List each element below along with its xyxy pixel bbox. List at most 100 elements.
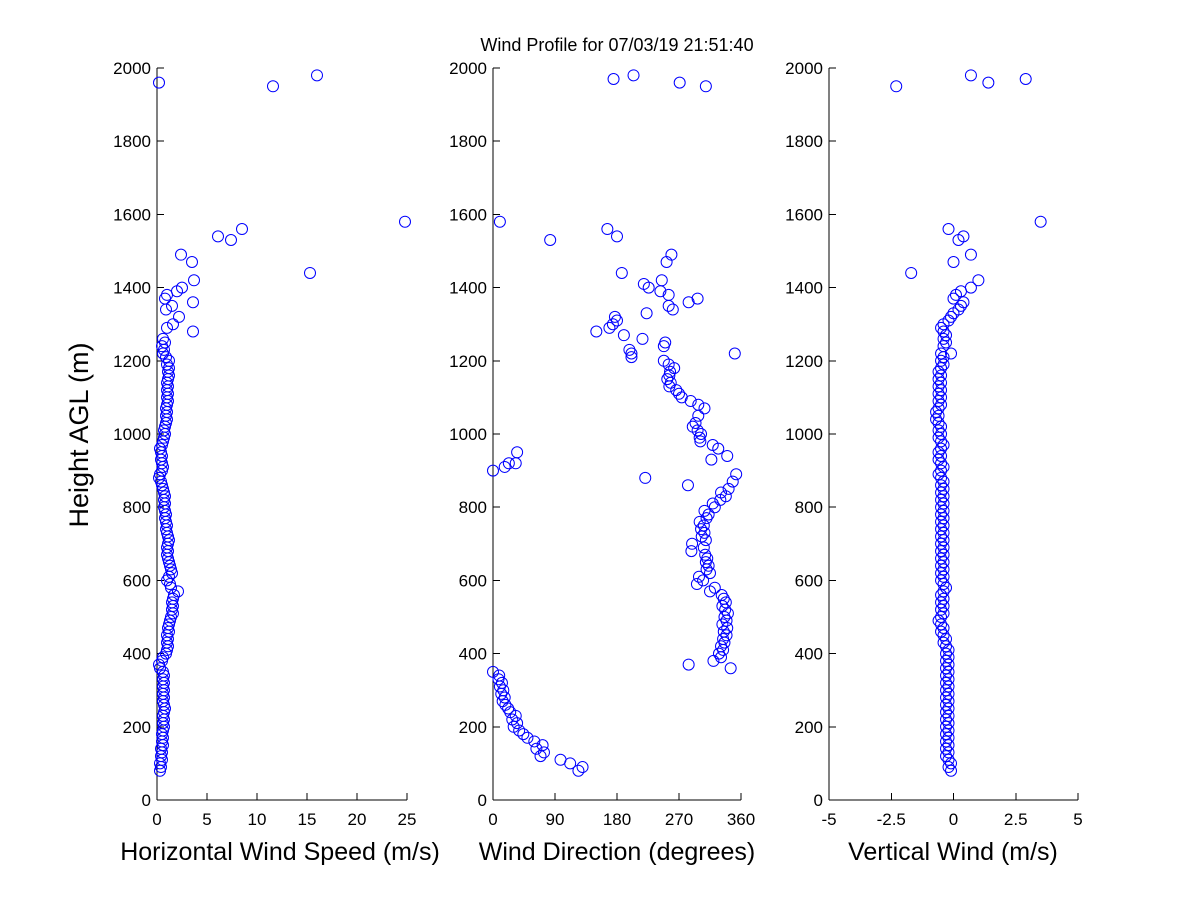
vertical-data-point xyxy=(937,600,950,613)
speed-x-tick-label: 25 xyxy=(398,810,417,829)
vertical-data-point xyxy=(940,750,953,763)
vertical-data-point xyxy=(935,515,948,528)
direction-data-point xyxy=(511,446,524,459)
speed-data-point xyxy=(176,281,188,294)
direction-data-point xyxy=(536,739,549,752)
speed-x-tick-label: 15 xyxy=(298,810,317,829)
direction-data-point xyxy=(637,277,650,290)
direction-data-point xyxy=(640,307,653,320)
vertical-data-point xyxy=(937,332,950,345)
vertical-data-point xyxy=(932,402,945,415)
vertical-data-point xyxy=(972,274,985,287)
vertical-data-point xyxy=(932,453,945,466)
vertical-data-point xyxy=(932,373,945,386)
vertical-data-point xyxy=(935,384,948,397)
vertical-data-point xyxy=(935,398,948,411)
direction-data-point xyxy=(702,508,715,521)
direction-data-point xyxy=(698,504,711,517)
speed-data-point xyxy=(188,274,200,287)
speed-x-tick-label: 5 xyxy=(202,810,211,829)
vertical-data-point xyxy=(940,735,953,748)
vertical-data-point xyxy=(937,497,950,510)
speed-y-tick-label: 1800 xyxy=(113,132,151,151)
direction-data-point xyxy=(698,526,711,539)
vertical-data-point xyxy=(932,395,945,408)
vertical-data-point xyxy=(942,658,955,671)
direction-y-tick-label: 1400 xyxy=(449,279,487,298)
speed-y-tick-label: 0 xyxy=(142,791,151,810)
direction-data-point xyxy=(493,669,506,682)
direction-data-point xyxy=(611,230,623,243)
vertical-data-point xyxy=(940,662,953,675)
direction-data-point xyxy=(721,449,734,462)
vertical-data-point xyxy=(945,764,958,777)
vertical-data-point xyxy=(945,310,958,323)
vertical-data-point xyxy=(937,592,950,605)
direction-data-point xyxy=(608,310,621,323)
direction-data-point xyxy=(498,691,511,704)
vertical-data-point xyxy=(942,746,955,759)
direction-data-point xyxy=(699,534,712,547)
vertical-data-point xyxy=(940,640,953,653)
vertical-data-point xyxy=(942,717,955,730)
direction-data-point xyxy=(730,468,743,481)
speed-data-point xyxy=(160,351,172,364)
direction-data-point xyxy=(537,746,550,759)
vertical-data-point xyxy=(935,428,948,440)
speed-y-tick-label: 1200 xyxy=(113,352,151,371)
direction-data-point xyxy=(682,658,695,671)
speed-data-point xyxy=(153,658,165,671)
speed-data-point xyxy=(168,589,180,602)
vertical-data-point xyxy=(942,687,955,700)
direction-data-point xyxy=(690,578,703,591)
speed-data-point xyxy=(161,321,173,334)
vertical-data-point xyxy=(935,567,948,580)
direction-data-point xyxy=(722,482,735,495)
speed-data-point xyxy=(187,296,199,309)
vertical-data-point xyxy=(942,223,955,236)
vertical-data-point xyxy=(935,574,948,587)
direction-y-tick-label: 1800 xyxy=(449,132,487,151)
speed-data-point xyxy=(175,248,187,261)
vertical-data-point xyxy=(935,596,948,609)
direction-data-point xyxy=(715,486,728,499)
speed-data-point xyxy=(157,651,169,664)
direction-data-point xyxy=(662,288,675,301)
vertical-data-point xyxy=(937,570,950,583)
vertical-data-point xyxy=(937,504,950,517)
wind-direction-x-label: Wind Direction (degrees) xyxy=(479,838,756,866)
speed-x-tick-label: 10 xyxy=(248,810,267,829)
vertical-data-point xyxy=(937,340,950,353)
direction-data-point xyxy=(702,559,715,572)
vertical-data-point xyxy=(935,442,948,455)
direction-data-point xyxy=(708,581,721,594)
direction-data-point xyxy=(603,321,616,334)
direction-data-point xyxy=(623,343,636,356)
direction-data-point xyxy=(655,274,668,287)
vertical-data-point xyxy=(940,713,953,726)
direction-data-point xyxy=(625,351,638,364)
vertical-data-point xyxy=(940,654,953,667)
speed-data-point xyxy=(304,266,316,279)
direction-x-tick-label: 0 xyxy=(488,810,497,829)
direction-data-point xyxy=(704,567,716,580)
vertical-data-point xyxy=(935,537,948,550)
figure-title: Wind Profile for 07/03/19 21:51:40 xyxy=(480,35,753,55)
direction-data-point xyxy=(705,453,718,466)
vertical-data-point xyxy=(935,391,948,404)
direction-data-point xyxy=(590,325,603,338)
speed-data-point xyxy=(163,354,175,367)
vertical-data-point xyxy=(935,376,948,389)
direction-data-point xyxy=(706,438,719,451)
vertical-data-point xyxy=(935,618,948,631)
vertical-x-tick-label: 0 xyxy=(949,810,958,829)
vertical-x-tick-label: 2.5 xyxy=(1004,810,1028,829)
vertical-data-point xyxy=(940,728,953,741)
horizontal-wind-speed-x-label: Horizontal Wind Speed (m/s) xyxy=(120,838,440,866)
direction-data-point xyxy=(506,713,519,726)
vertical-data-point xyxy=(937,629,950,642)
vertical-data-point xyxy=(932,380,945,393)
direction-x-tick-label: 90 xyxy=(546,810,565,829)
speed-data-point xyxy=(167,318,179,331)
